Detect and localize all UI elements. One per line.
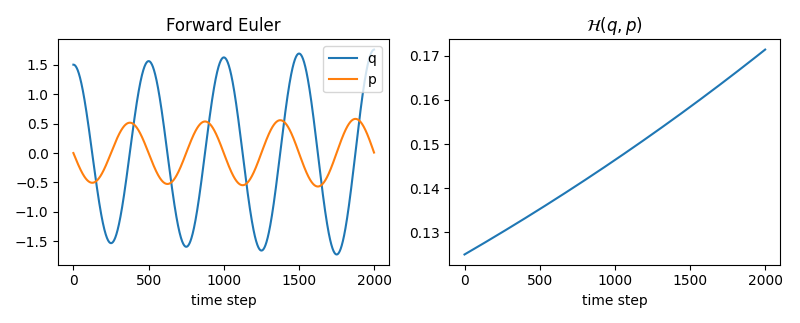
q (370, 47, 379, 51)
X-axis label: time step: time step (582, 294, 648, 308)
p (306, 178, 315, 182)
q (206, 101, 216, 105)
p (350, 117, 360, 121)
Line: p: p (74, 119, 374, 186)
p (361, 129, 370, 132)
q (332, 253, 342, 256)
q (306, 91, 315, 95)
Title: $\mathcal{H}(q, p)$: $\mathcal{H}(q, p)$ (586, 15, 643, 37)
Title: Forward Euler: Forward Euler (166, 17, 281, 35)
q (361, 75, 370, 79)
p (206, 124, 216, 128)
p (313, 184, 322, 188)
q (84, 126, 94, 130)
p (69, 151, 78, 155)
q (69, 63, 78, 67)
p (361, 128, 370, 132)
q (361, 74, 370, 78)
p (84, 180, 94, 183)
Line: q: q (74, 49, 374, 255)
X-axis label: time step: time step (191, 294, 257, 308)
p (214, 140, 224, 144)
Legend: q, p: q, p (323, 46, 382, 92)
q (214, 62, 224, 66)
p (370, 151, 379, 154)
